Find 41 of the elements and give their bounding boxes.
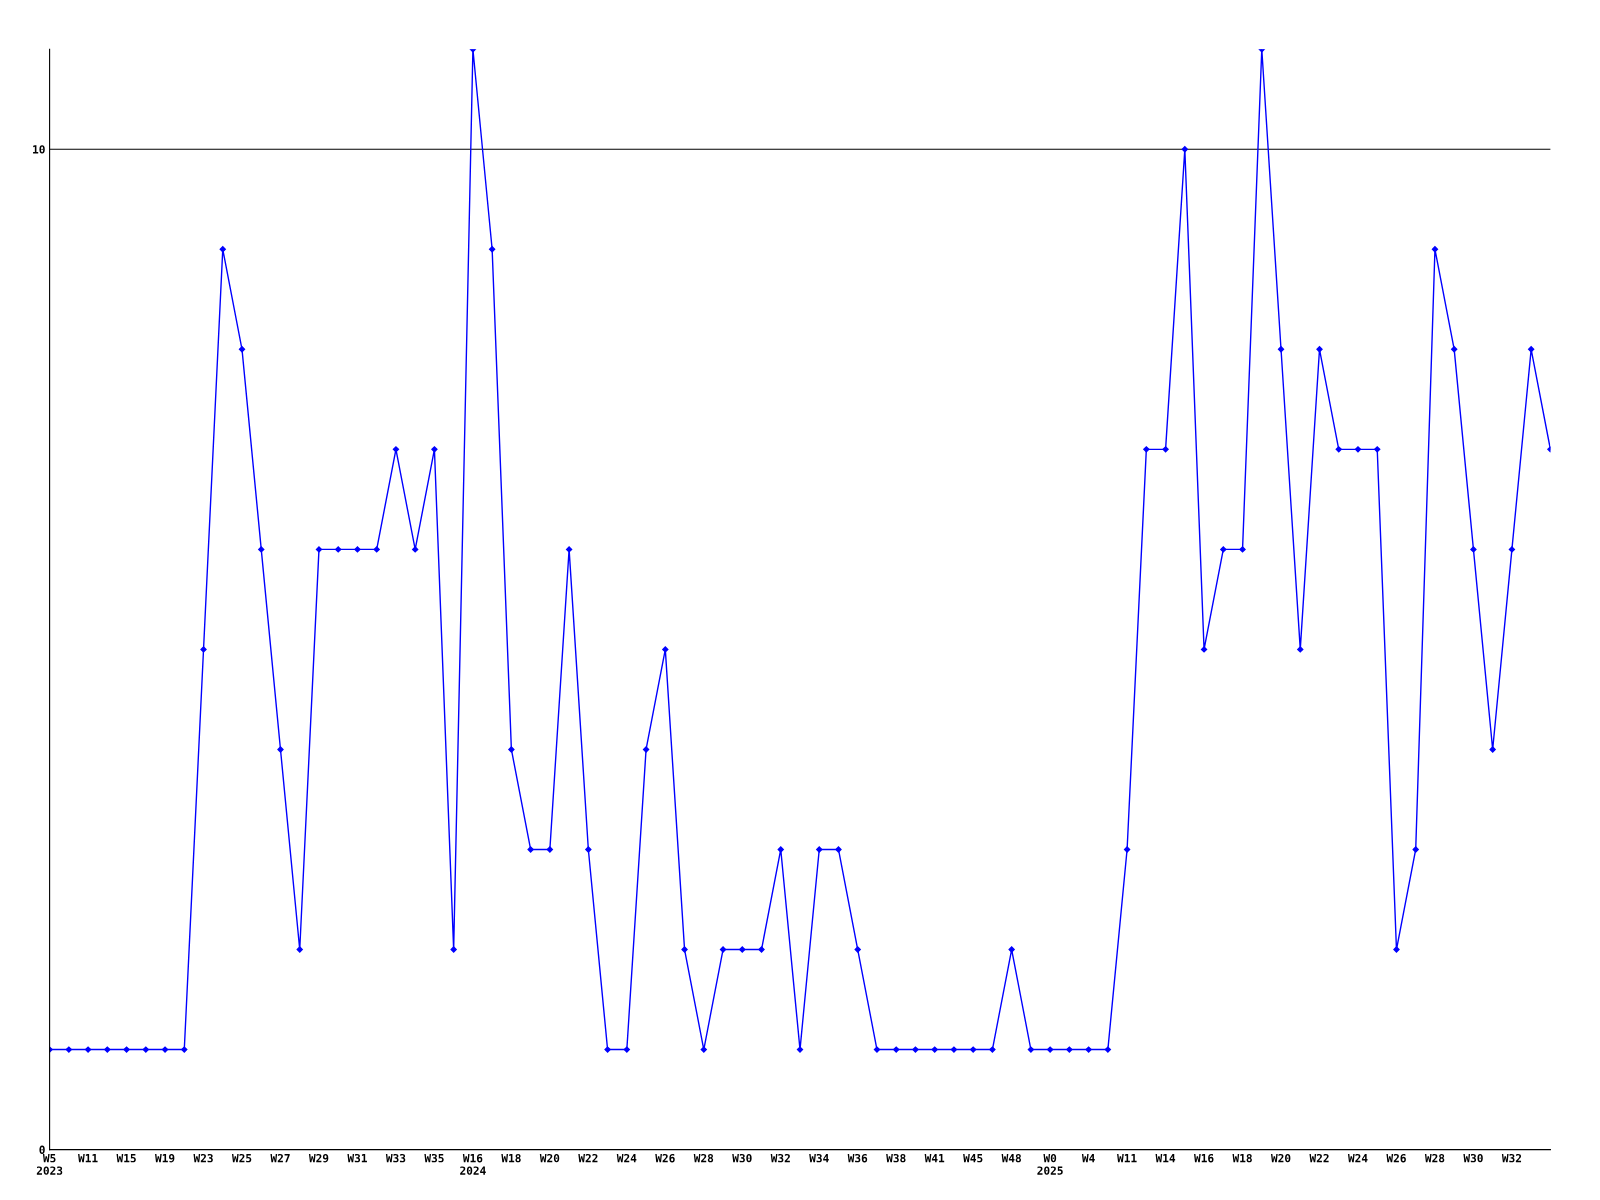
x-tick-label: W20 xyxy=(539,1153,560,1163)
x-tick-label: W24 xyxy=(616,1153,637,1163)
x-tick-label: W4 xyxy=(1081,1154,1095,1163)
x-tick-label: W35 xyxy=(424,1153,444,1163)
x-tick-label: W28 xyxy=(1424,1153,1445,1163)
x-tick-label: W20 xyxy=(1270,1153,1291,1163)
x-tick-label: W18 xyxy=(1232,1153,1252,1163)
x-tick-label: W41 xyxy=(924,1154,945,1163)
x-tick-label: W38 xyxy=(886,1153,906,1163)
x-tick-label: W32 xyxy=(770,1153,790,1163)
x-tick-label: W30 xyxy=(1463,1153,1483,1163)
x-tick-label: W45 xyxy=(963,1154,983,1163)
x-tick-label: W18 xyxy=(501,1153,521,1163)
x-tick-label: W29 xyxy=(308,1153,329,1163)
x-tick-label: W14 xyxy=(1155,1154,1176,1163)
x-tick-label: W26 xyxy=(655,1153,675,1163)
x-tick-label: W30 xyxy=(732,1153,752,1163)
y-tick-label: 0 xyxy=(39,1145,45,1154)
x-tick-label: W32 xyxy=(1501,1153,1522,1163)
x-tick-label: W48 xyxy=(1001,1153,1021,1163)
x-tick-label: W11 xyxy=(78,1154,98,1163)
x-tick-label: W11 xyxy=(1117,1154,1137,1163)
x-tick-label: W34 xyxy=(809,1153,829,1163)
x-tick-label: W27 xyxy=(270,1153,290,1163)
x-tick-label: W15 xyxy=(116,1154,136,1163)
x-tick-label: W26 xyxy=(1386,1153,1406,1163)
x-tick-label: W22 xyxy=(578,1153,598,1163)
x-tick-label: W31 xyxy=(347,1153,367,1163)
x-tick-label: W28 xyxy=(693,1153,714,1163)
y-tick-label: 10 xyxy=(33,145,45,154)
x-tick-label: W0 2025 xyxy=(1037,1153,1063,1175)
x-tick-label: W23 xyxy=(193,1153,213,1163)
x-tick-label: W33 xyxy=(385,1153,406,1163)
x-tick-label: W5 2023 xyxy=(36,1154,63,1175)
x-tick-label: W24 xyxy=(1347,1153,1368,1163)
x-tick-label: W36 xyxy=(847,1153,868,1163)
x-tick-label: W16 xyxy=(1194,1153,1214,1163)
x-tick-label: W22 xyxy=(1309,1153,1329,1163)
x-tick-label: W25 xyxy=(231,1153,252,1163)
x-tick-label: W19 xyxy=(155,1154,175,1163)
x-tick-label: W16 2024 xyxy=(460,1153,486,1175)
